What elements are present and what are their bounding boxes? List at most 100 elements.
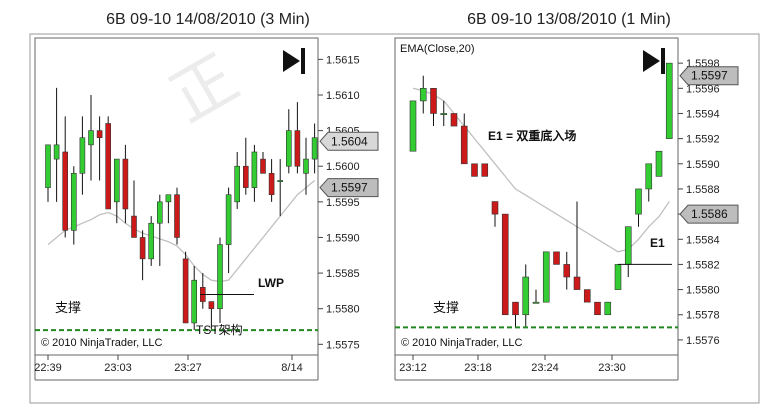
candle	[460, 113, 468, 165]
candle	[182, 251, 189, 324]
candle-body-up	[157, 201, 163, 224]
candle	[645, 163, 653, 202]
candle	[655, 150, 663, 177]
candle-body-down	[260, 158, 266, 174]
candle	[491, 201, 499, 227]
right-price-tags: 1.5597 1.5586	[679, 66, 739, 224]
y-tick-label: 1.5580	[326, 304, 360, 316]
candle	[594, 301, 601, 316]
candle	[114, 158, 120, 224]
price-tag-label: 1.5586	[691, 207, 728, 221]
candle	[191, 265, 197, 331]
y-tick-label: 1.5615	[326, 54, 360, 66]
y-tick-label: 1.5590	[686, 159, 720, 171]
candle-body-up	[251, 151, 258, 188]
price-tag: 1.5604	[319, 131, 379, 151]
candle	[563, 251, 571, 290]
candle-body-down	[563, 264, 571, 278]
left-ema-layer	[47, 179, 316, 283]
candle	[53, 87, 60, 202]
right-plot-area	[394, 37, 679, 356]
price-tag: 1.5586	[679, 204, 739, 224]
candle-body-up	[79, 137, 86, 174]
candle-body-down	[122, 158, 129, 210]
y-tick-label: 1.5590	[326, 232, 360, 244]
candle	[174, 187, 180, 245]
candle-body-up	[165, 194, 172, 203]
candle-body-up	[665, 62, 673, 139]
candle	[573, 201, 581, 290]
candle	[200, 273, 206, 309]
left-chart-title: 6B 09-10 14/08/2010 (3 Min)	[106, 11, 310, 28]
candle-body-up	[542, 251, 550, 303]
candle-body-up	[88, 130, 94, 146]
e1-label: E1	[650, 236, 665, 250]
lwp-label: LWP	[258, 276, 284, 290]
candle	[285, 109, 292, 174]
left-candles	[45, 87, 318, 331]
candle-body-down	[573, 276, 581, 290]
y-tick-label: 1.5595	[326, 197, 360, 209]
y-tick-label: 1.5578	[686, 310, 720, 322]
candle	[614, 264, 622, 290]
candle-body-up	[624, 226, 632, 265]
candle-body-up	[604, 301, 612, 316]
candle-body-up	[655, 150, 663, 177]
candle	[45, 144, 51, 202]
candle	[277, 159, 284, 217]
price-tag-label: 1.5597	[331, 181, 368, 195]
candle	[96, 116, 103, 181]
candle	[62, 116, 69, 238]
candle-body-up	[217, 244, 223, 309]
candle	[243, 137, 249, 195]
y-tick-label: 1.5580	[686, 285, 720, 297]
y-tick-label: 1.5585	[326, 268, 360, 280]
tst-label: TST架构	[196, 322, 243, 337]
candle-body-down	[553, 251, 560, 265]
x-tick-label: 23:12	[399, 362, 427, 374]
candle-body-up	[645, 163, 653, 190]
candle-body-up	[419, 88, 427, 102]
right-skip-to-end-icon[interactable]	[643, 48, 665, 74]
candle	[157, 194, 163, 266]
left-skip-to-end-icon[interactable]	[283, 48, 305, 74]
candle-body-down	[594, 301, 601, 316]
candle-body-down	[139, 237, 146, 260]
candle	[532, 289, 540, 304]
candle-body-down	[294, 130, 301, 167]
left-copyright: © 2010 NinjaTrader, LLC	[41, 337, 162, 349]
candle-body-up	[635, 188, 642, 215]
candle-body-down	[471, 163, 478, 177]
candle-body-down	[243, 165, 249, 188]
x-tick-label: 8/14	[281, 362, 302, 374]
candle-body-up	[234, 165, 240, 203]
right-candles	[409, 62, 673, 328]
candle-body-down	[450, 113, 458, 127]
candle	[79, 116, 86, 195]
price-tag: 1.5597	[679, 66, 739, 86]
x-tick-label: 23:24	[531, 362, 559, 374]
candle	[553, 251, 560, 265]
candle-body-up	[409, 100, 417, 152]
candle	[471, 163, 478, 177]
left-x-axis: 22:39 23:03 23:27 8/14	[34, 355, 303, 374]
candle-body-down	[430, 88, 437, 114]
y-tick-label: 1.5584	[686, 234, 720, 246]
candle-body-up	[285, 130, 292, 167]
candle	[409, 100, 417, 152]
right-x-axis: 23:12 23:18 23:24 23:30	[399, 355, 626, 374]
candle	[583, 289, 591, 303]
y-tick-label: 1.5600	[326, 161, 360, 173]
candle	[512, 301, 519, 328]
candle-body-down	[62, 151, 69, 231]
candle	[208, 301, 215, 331]
candle-body-down	[512, 301, 519, 316]
candle-body-down	[174, 194, 180, 238]
candle	[311, 123, 318, 174]
candle-body-down	[481, 163, 489, 177]
y-tick-label: 1.5576	[686, 335, 720, 347]
candle	[542, 251, 550, 303]
price-tag-shape	[679, 204, 739, 224]
y-tick-label: 1.5582	[686, 259, 720, 271]
